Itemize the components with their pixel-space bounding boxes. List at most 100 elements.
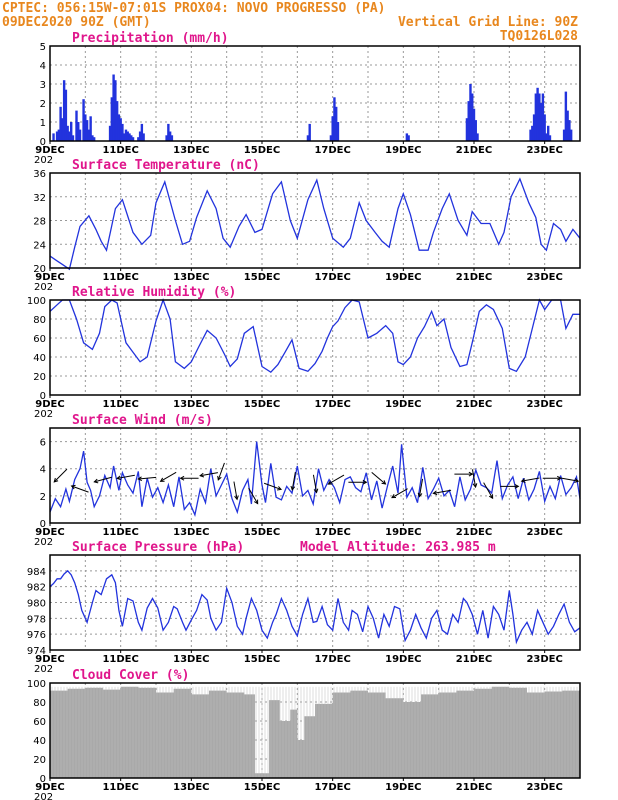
wind-vector-head [381,480,387,485]
wind-vector [233,481,239,501]
precip-bar [66,125,69,141]
precip-bar [126,131,129,141]
wind-vector-head [277,486,283,491]
precip-bar [130,135,133,141]
panel-pressure: 974 976 978 980 982 984 9DEC 11DEC 13DEC 15DEC 17D… [27,540,581,675]
precip-bar [306,135,310,141]
precip-bar [531,125,534,141]
wind-vector-head [217,475,222,481]
wind-vector [327,474,345,485]
wind-x-tick: 11DEC [102,527,138,538]
precip-bar [548,135,552,141]
temperature-x-tick: 13DEC [173,272,209,283]
panel-precipitation: 0 1 2 3 4 5 9DEC 11DEC 13DEC 15DEC 17DEC 19DEC 21DEC… [34,31,581,166]
precip-bar [112,74,115,141]
precip-bar [170,135,174,141]
precipitation-y-tick: 0 [40,137,46,148]
humidity-x-tick: 13DEC [173,399,209,410]
wind-vector [217,462,225,481]
wind-vector-shaft [71,485,89,493]
wind-vector [312,474,319,494]
temperature-x-tick: 19DEC [385,272,421,283]
temperature-y-tick: 24 [33,240,46,251]
pressure-x-tick: 19DEC [385,654,421,665]
panel-cloud-cover: 0 20 40 60 80 100 9DEC 11DEC 13DEC 15DEC 17DEC 19DE… [27,668,581,800]
humidity-y-tick: 40 [33,353,46,364]
wind-x-tick: 17DEC [314,527,350,538]
wind-vector [93,476,112,484]
precip-bar [137,137,140,141]
precip-bar [119,118,122,141]
panel-humidity: 0 20 40 60 80 100 9DEC 11DEC 13DEC 15DEC 17DEC 19DE… [27,285,581,420]
wind-frame [49,427,581,524]
wind-vector-shaft [263,482,282,490]
precipitation-x-tick: 21DEC [456,145,492,156]
wind-vector [199,472,218,478]
precipitation-title: Precipitation (mm/h) [72,31,229,46]
wind-vector-shaft [391,488,408,499]
wind-vector-head [327,480,333,485]
precip-bar [77,122,80,141]
cloud-cover-x-tick: 15DEC [244,782,280,793]
wind-vector-shaft [291,471,296,490]
pressure-y-tick: 980 [27,599,46,610]
wind-vector-shaft [560,477,579,482]
precip-bar [123,133,126,141]
precip-bar [114,80,117,141]
wind-series-line [49,441,581,518]
precip-bar [547,125,550,141]
humidity-plot-area [50,300,580,395]
wind-vector-shaft [160,471,177,482]
precipitation-x-tick: 15DEC [244,145,280,156]
wind-vector-shaft [371,472,386,485]
pressure-title: Surface Pressure (hPa) [72,540,244,555]
temperature-x-tick: 23DEC [526,272,562,283]
wind-vector-shaft [248,487,259,504]
header-station: CPTEC: 056:15W-07:01S PROX04: NOVO PROGR… [2,1,386,16]
precip-bar [168,131,172,141]
cloud-cover-y-tick: 20 [33,755,46,766]
precip-bar [534,93,538,141]
pressure-year-label: 202 [34,664,53,675]
precipitation-x-tick: 17DEC [314,145,350,156]
wind-y-tick: 4 [40,465,46,476]
precip-bar [469,84,472,141]
wind-vector [432,489,452,496]
cloud-cover-x-tick: 19DEC [385,782,421,793]
precip-bar [82,99,85,141]
temperature-x-tick: 21DEC [456,272,492,283]
wind-vector-shaft [521,477,540,482]
wind-vector [483,482,494,500]
cloud-cover-x-tick: 11DEC [102,782,138,793]
cloud-cover-x-tick: 13DEC [173,782,209,793]
precipitation-x-tick: 9DEC [35,145,64,156]
wind-vector-head [432,490,438,496]
wind-vector [70,484,89,493]
wind-y-tick: 6 [40,438,46,449]
precip-bar [536,87,539,141]
precip-bar [562,129,566,141]
cloud-cover-y-tick: 0 [40,774,46,785]
pressure-x-tick: 23DEC [526,654,562,665]
precip-bar [329,135,333,141]
precipitation-x-tick: 11DEC [102,145,138,156]
precip-bar [564,91,568,141]
wind-plot-area [50,428,580,523]
precip-bar [55,131,59,141]
pressure-series-line [49,569,581,645]
precip-bar [476,133,479,141]
humidity-title: Relative Humidity (%) [72,285,236,300]
precip-bar [543,114,546,141]
wind-vector-head [159,477,165,482]
pressure-y-tick: 982 [27,583,46,594]
wind-vector [179,475,199,481]
humidity-y-tick: 100 [27,296,46,307]
pressure-frame [49,554,581,651]
wind-vector-head [417,492,423,498]
precip-bar [57,129,61,141]
humidity-y-tick: 0 [40,391,46,402]
precip-bar [59,106,62,141]
wind-vector [520,477,540,483]
wind-x-tick: 9DEC [35,527,64,538]
